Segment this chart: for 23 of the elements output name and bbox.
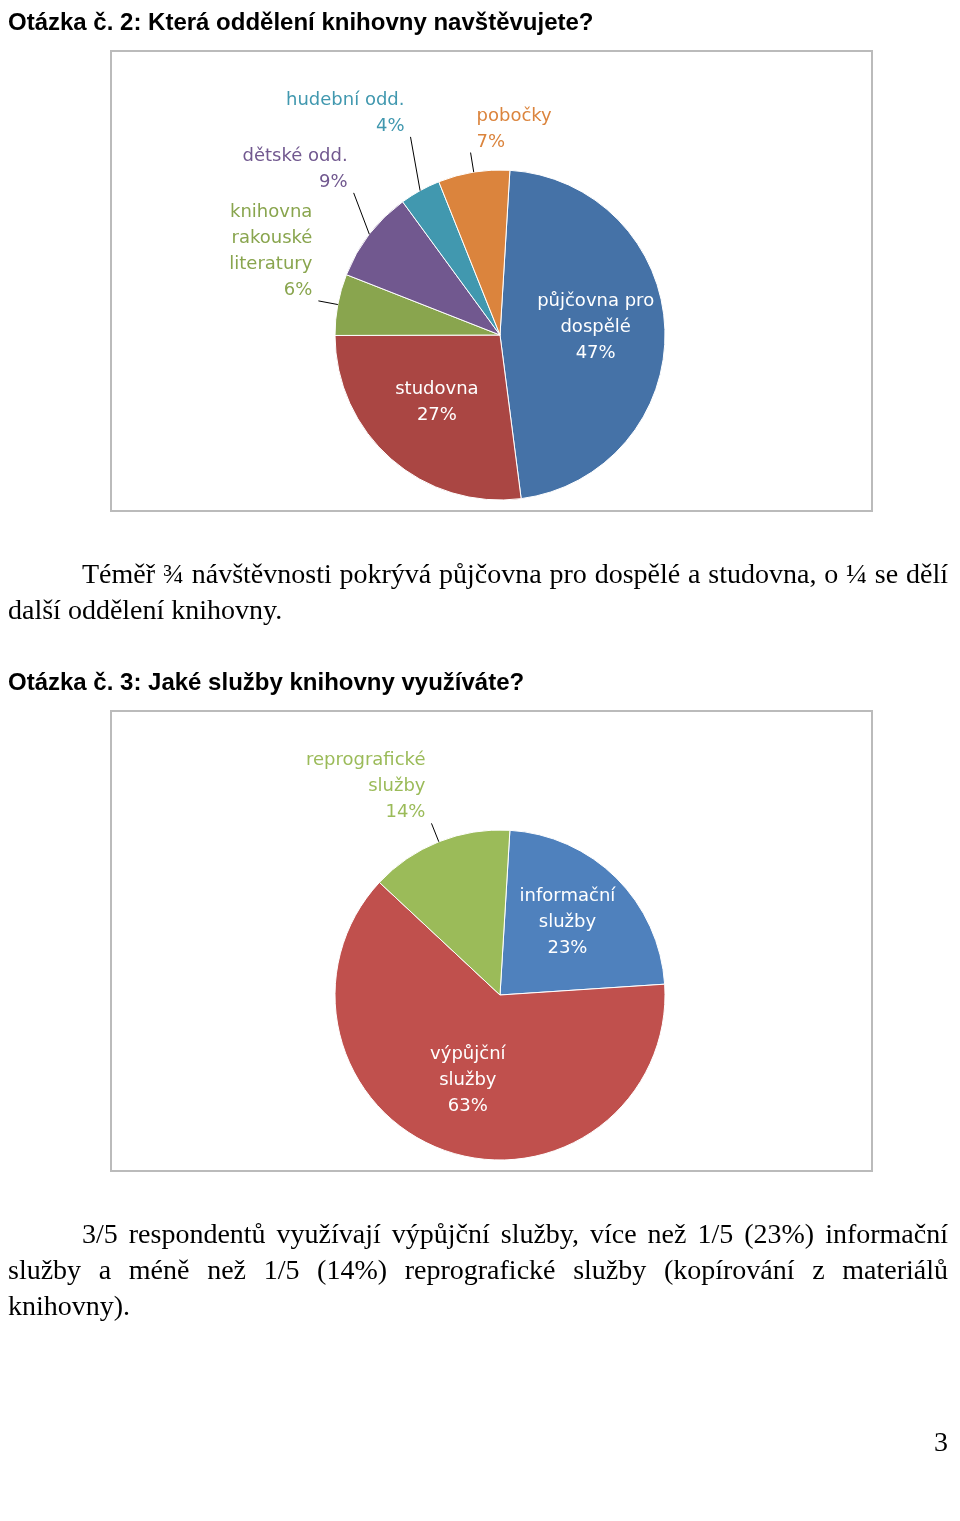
slice-label: pobočky <box>476 103 553 125</box>
data-label: 27% <box>416 402 457 424</box>
slice-label: výpůjční služby <box>430 1042 507 1090</box>
data-label: 14% <box>385 800 426 822</box>
text: 3/5 respondentů využívají výpůjční služby, více než 1/5 (23%) informační služby a méně než 1/5 (14%) reprografické služby (kopírování z materiálů knihovny). <box>8 1217 948 1323</box>
data-label: 23% <box>547 936 588 958</box>
data-label: 6% <box>283 277 313 299</box>
slice-label: půjčovna pro dospělé <box>537 288 655 336</box>
data-label: 4% <box>375 113 405 135</box>
slice-label: reprografické služby <box>306 748 426 796</box>
text: 3 <box>933 1425 948 1459</box>
data-label: 7% <box>476 129 506 151</box>
slice-label: knihovna rakouské literatury <box>229 199 313 273</box>
slice-label: hudební odd. <box>286 87 405 109</box>
data-label: 47% <box>575 340 616 362</box>
chart-title: Otázka č. 2: Která oddělení knihovny navštěvujete? <box>8 8 595 36</box>
text: Téměř ¾ návštěvnosti pokrývá půjčovna pro dospělé a studovna, o ¼ se dělí další oddělení knihovny. <box>8 557 948 627</box>
data-label: 63% <box>447 1094 488 1116</box>
slice-label: dětské odd. <box>242 143 348 165</box>
data-label: 9% <box>319 169 348 191</box>
slice-label: informační služby <box>519 884 617 932</box>
chart-title: Otázka č. 3: Jaké služby knihovny využíváte? <box>8 668 526 696</box>
slice-label: studovna <box>395 376 479 398</box>
